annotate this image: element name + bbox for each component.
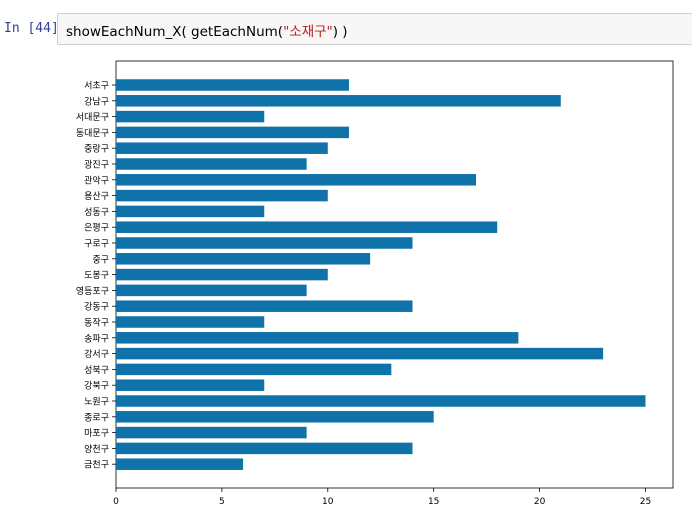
bar: [116, 347, 604, 360]
bar: [116, 253, 371, 265]
bar: [116, 379, 265, 391]
y-tick-label: 노원구: [84, 397, 109, 408]
y-tick-label: 중구: [92, 254, 109, 265]
bar: [116, 79, 349, 91]
y-tick-labels: 서초구강남구서대문구동대문구중랑구광진구관악구용산구성동구은평구구로구중구도봉구…: [76, 81, 116, 471]
y-tick-label: 동작구: [84, 318, 109, 329]
x-tick-label: 15: [428, 497, 439, 507]
y-tick-label: 강동구: [84, 302, 109, 313]
y-tick-label: 강남구: [84, 96, 109, 107]
y-tick-label: 중랑구: [84, 143, 109, 155]
x-tick-label: 20: [534, 497, 546, 507]
y-tick-label: 도봉구: [84, 270, 109, 281]
bar: [116, 174, 477, 186]
bar: [116, 284, 307, 297]
y-tick-label: 영등포구: [76, 286, 109, 297]
bar: [116, 426, 307, 439]
y-tick-label: 강서구: [84, 349, 109, 360]
y-tick-label: 양천구: [84, 444, 109, 455]
bar: [116, 316, 265, 328]
y-tick-label: 성동구: [84, 207, 109, 218]
x-ticks: 0 5 10 15 20 25: [113, 488, 651, 507]
x-tick-label: 0: [113, 497, 119, 507]
bar: [116, 142, 328, 154]
bar: [116, 411, 434, 423]
bar: [116, 126, 349, 139]
y-tick-label: 구로구: [84, 239, 109, 250]
bar: [116, 395, 646, 407]
bar: [116, 458, 244, 470]
x-tick-label: 5: [219, 497, 225, 507]
bar: [116, 268, 328, 281]
bar: [116, 221, 498, 233]
y-tick-label: 관악구: [84, 174, 109, 186]
y-tick-label: 서대문구: [76, 112, 109, 123]
bars-group: [116, 79, 646, 470]
y-tick-label: 성북구: [84, 365, 109, 376]
y-tick-label: 송파구: [84, 333, 109, 344]
bar: [116, 300, 413, 312]
y-tick-label: 금천구: [84, 460, 109, 471]
y-tick-label: 광진구: [84, 159, 109, 171]
code-input[interactable]: showEachNum_X( getEachNum("소재구") ): [57, 13, 692, 45]
bar: [116, 332, 519, 344]
bar: [116, 189, 328, 202]
bar: [116, 205, 265, 218]
bar: [116, 237, 413, 249]
x-tick-label: 10: [322, 497, 334, 507]
y-tick-label: 은평구: [84, 223, 109, 234]
y-tick-label: 강북구: [84, 381, 109, 392]
x-tick-label: 25: [640, 497, 651, 507]
bar: [116, 110, 265, 123]
bar: [116, 363, 392, 376]
y-tick-label: 마포구: [84, 428, 109, 439]
code-suffix: ) ): [332, 24, 348, 40]
code-line: showEachNum_X( getEachNum("소재구") ): [66, 20, 348, 40]
y-tick-label: 동대문구: [76, 128, 109, 139]
bar: [116, 158, 307, 170]
cell-prompt: In [44]:: [4, 21, 67, 36]
code-prefix: showEachNum_X( getEachNum(: [66, 24, 284, 40]
bar: [116, 442, 413, 455]
y-tick-label: 종로구: [84, 412, 109, 423]
code-string: "소재구": [283, 24, 333, 40]
y-tick-label: 용산구: [84, 191, 109, 202]
bar: [116, 95, 561, 107]
y-tick-label: 서초구: [84, 81, 109, 92]
